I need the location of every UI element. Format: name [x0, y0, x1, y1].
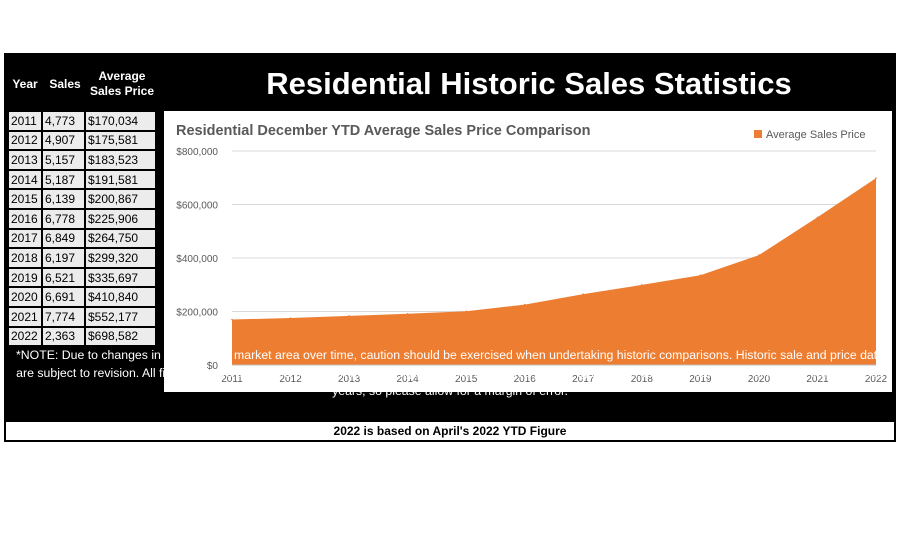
- data-point: [875, 177, 877, 179]
- data-point: [348, 315, 350, 317]
- data-point: [641, 284, 643, 286]
- data-point: [465, 310, 467, 313]
- x-tick-label: 2021: [806, 374, 829, 385]
- legend-swatch: [754, 130, 762, 138]
- sales-header: Sales: [49, 76, 81, 91]
- price-cell: $552,177: [85, 306, 156, 327]
- year-cell: 2011: [8, 111, 42, 131]
- price-cell: $299,320: [85, 248, 156, 268]
- table-row: 2013 5,157 $183,523: [8, 150, 156, 170]
- price-cell: $225,906: [85, 208, 156, 229]
- year-cell: 2019: [8, 267, 42, 288]
- year-cell: 2015: [8, 189, 42, 209]
- data-point: [582, 293, 585, 295]
- note-text: *NOTE: Due to changes in the WECAR marke…: [15, 348, 885, 398]
- table-row: 2019 6,521 $335,697: [8, 267, 156, 288]
- price-cell: $698,582: [85, 326, 156, 347]
- price-header: Average Sales Price: [89, 69, 155, 98]
- price-cell: $335,697: [85, 267, 156, 288]
- sales-cell: 5,187: [42, 169, 85, 190]
- table-row: 2011 4,773 $170,034: [8, 111, 156, 131]
- sales-cell: 6,849: [42, 228, 85, 249]
- series-area: [232, 178, 876, 365]
- x-tick-label: 2014: [397, 374, 420, 385]
- chart-title: Residential December YTD Average Sales P…: [176, 123, 591, 139]
- year-cell: 2020: [8, 287, 42, 307]
- x-tick-label: 2016: [514, 374, 537, 385]
- sales-cell: 4,773: [42, 111, 85, 131]
- legend-label: Average Sales Price: [766, 129, 865, 141]
- page-title: Residential Historic Sales Statistics: [266, 66, 792, 101]
- year-cell: 2021: [8, 306, 42, 327]
- y-tick-label: $0: [207, 361, 219, 372]
- year-cell: 2016: [8, 208, 42, 229]
- area-chart: Residential December YTD Average Sales P…: [176, 123, 888, 385]
- price-cell: $170,034: [85, 111, 156, 131]
- price-cell: $183,523: [85, 150, 156, 170]
- year-cell: 2017: [8, 228, 42, 249]
- year-cell: 2018: [8, 248, 42, 268]
- table-row: 2022 2,363 $698,582: [8, 326, 156, 347]
- chart-area: Residential December YTD Average Sales P…: [164, 111, 892, 392]
- x-tick-label: 2015: [455, 374, 478, 385]
- data-point: [289, 317, 292, 319]
- year-cell: 2012: [8, 130, 42, 151]
- sales-cell: 2,363: [42, 326, 85, 347]
- table-row: 2020 6,691 $410,840: [8, 287, 156, 307]
- year-cell: 2022: [8, 326, 42, 347]
- data-point: [406, 312, 409, 315]
- sales-cell: 6,778: [42, 208, 85, 229]
- x-tick-label: 2020: [748, 374, 771, 385]
- table-row: 2012 4,907 $175,581: [8, 130, 156, 151]
- table-row: 2014 5,187 $191,581: [8, 169, 156, 190]
- price-cell: $410,840: [85, 287, 156, 307]
- table-row: 2017 6,849 $264,750: [8, 228, 156, 249]
- data-point: [523, 303, 526, 306]
- sales-cell: 7,774: [42, 306, 85, 327]
- sales-cell: 6,691: [42, 287, 85, 307]
- sales-cell: 6,197: [42, 248, 85, 268]
- data-point: [231, 318, 233, 321]
- footer-note: 2022 is based on April's 2022 YTD Figure: [4, 420, 896, 442]
- price-cell: $264,750: [85, 228, 156, 249]
- x-tick-label: 2013: [338, 374, 361, 385]
- table-row: 2021 7,774 $552,177: [8, 306, 156, 327]
- data-point: [816, 216, 819, 219]
- x-tick-label: 2019: [689, 374, 712, 385]
- data-point: [758, 254, 760, 256]
- table-row: 2015 6,139 $200,867: [8, 189, 156, 209]
- year-header: Year: [12, 76, 38, 91]
- year-cell: 2013: [8, 150, 42, 170]
- sales-cell: 5,157: [42, 150, 85, 170]
- price-cell: $200,867: [85, 189, 156, 209]
- sales-cell: 4,907: [42, 130, 85, 151]
- table-row: 2018 6,197 $299,320: [8, 248, 156, 268]
- stats-panel: Year Sales Average Sales Price Residenti…: [4, 53, 896, 442]
- table-row: 2016 6,778 $225,906: [8, 208, 156, 229]
- sales-cell: 6,521: [42, 267, 85, 288]
- sales-cell: 6,139: [42, 189, 85, 209]
- x-tick-label: 2018: [631, 374, 654, 385]
- y-tick-label: $800,000: [176, 147, 218, 158]
- x-tick-label: 2017: [572, 374, 595, 385]
- price-cell: $191,581: [85, 169, 156, 190]
- sales-table: 2011 4,773 $170,034 2012 4,907 $175,581 2013 5,…: [8, 111, 156, 347]
- table-header: Year Sales Average Sales Price: [8, 65, 156, 103]
- x-tick-label: 2012: [279, 374, 302, 385]
- year-cell: 2014: [8, 169, 42, 190]
- y-tick-label: $200,000: [176, 308, 218, 319]
- data-point: [699, 274, 702, 277]
- x-tick-label: 2011: [221, 374, 243, 385]
- y-tick-label: $600,000: [176, 201, 218, 212]
- price-cell: $175,581: [85, 130, 156, 151]
- x-tick-label: 2022: [865, 374, 888, 385]
- y-tick-label: $400,000: [176, 254, 218, 265]
